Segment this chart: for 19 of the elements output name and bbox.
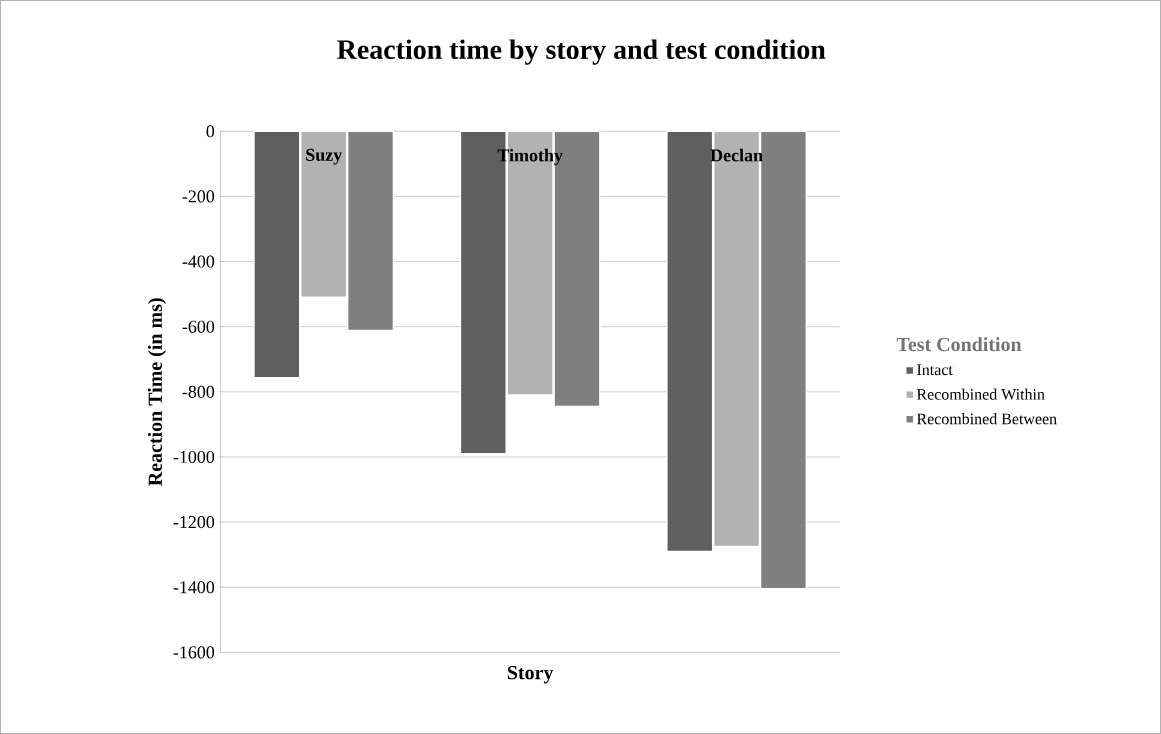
x-tick-label: Suzy bbox=[306, 148, 343, 165]
legend-label: Recombined Between bbox=[916, 413, 1057, 425]
x-tick-label: Timothy bbox=[497, 148, 563, 166]
y-tick-label: -1200 bbox=[173, 516, 215, 529]
y-tick-label: -200 bbox=[182, 190, 215, 203]
legend-label: Intact bbox=[917, 364, 953, 376]
y-axis-title: Reaction Time (in ms) bbox=[147, 298, 167, 486]
y-tick-label: -1000 bbox=[173, 450, 215, 463]
x-axis-title: Story bbox=[507, 665, 554, 684]
y-tick-label: -800 bbox=[182, 385, 215, 398]
y-tick-label: -1600 bbox=[173, 646, 215, 659]
y-tick-label: -1400 bbox=[173, 581, 215, 594]
chart-title: Reaction time by story and test condition bbox=[337, 39, 826, 65]
legend-title: Test Condition bbox=[896, 337, 1022, 352]
legend-label: Recombined Within bbox=[916, 388, 1045, 400]
y-tick-label: -600 bbox=[182, 320, 215, 333]
y-tick-label: 0 bbox=[206, 125, 215, 138]
x-tick-label: Declan bbox=[710, 148, 763, 162]
y-tick-label: -400 bbox=[182, 255, 215, 268]
